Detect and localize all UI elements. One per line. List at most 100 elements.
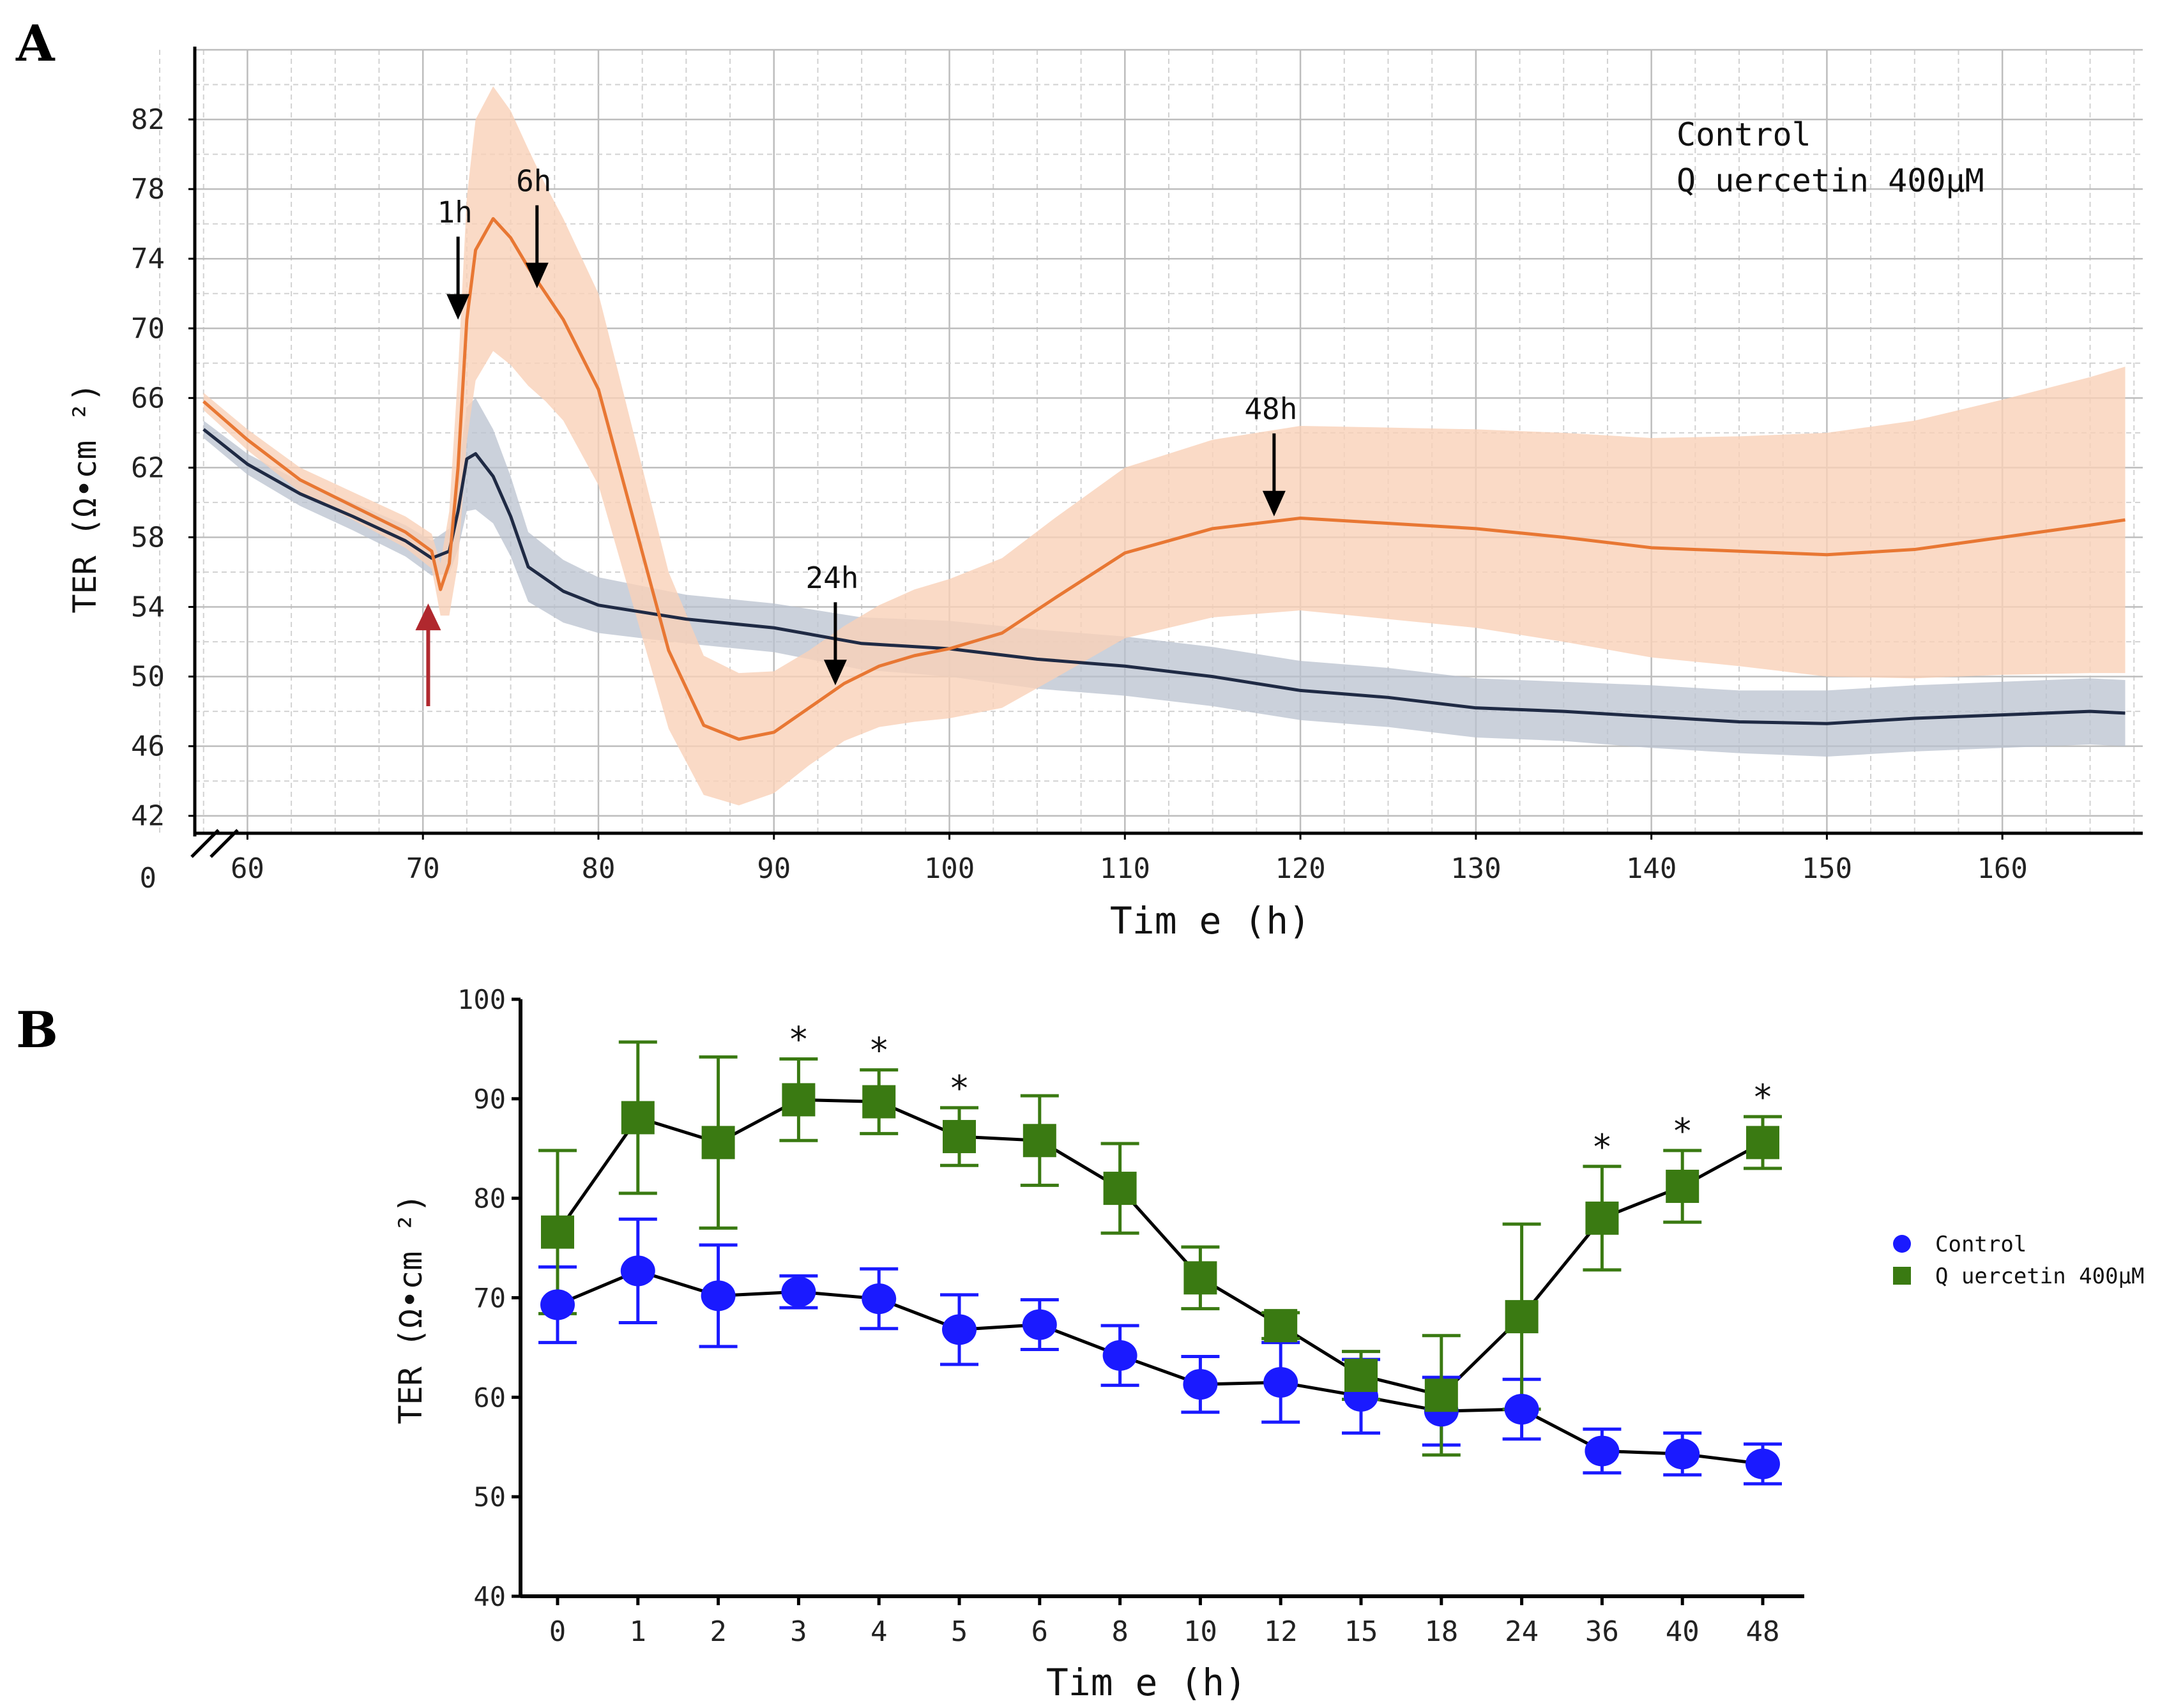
panel-a-series-lines [202,216,2126,741]
panel-b-y-axis-title: TER (Ω•cm ²) [392,1193,429,1424]
x-tick-label: 10 [1183,1615,1217,1648]
significance-star: * [1592,1127,1613,1167]
x-tick-label: 3 [790,1615,807,1648]
x-tick-label: 36 [1585,1615,1619,1648]
y-tick-label: 46 [131,730,165,763]
panel-b-x-tick-labels: 0 1 2 3 4 5 6 8 10 12 15 18 24 36 40 48 [549,1615,1780,1648]
panel-b-x-axis-title: Tim e (h) [1046,1661,1247,1704]
x-tick-label: 48 [1746,1615,1780,1648]
quercetin-connecting-line [556,1098,1764,1397]
quercetin-data-point [943,1120,976,1154]
x-tick-label: 130 [1450,852,1501,885]
control-data-point [862,1283,897,1315]
panel-b-letter: B [16,1001,58,1059]
x-tick-label: 160 [1977,852,2027,885]
control-data-point [1665,1439,1700,1470]
y-tick-label: 50 [473,1481,506,1513]
y-tick-label: 66 [131,382,165,414]
x-tick-label: 70 [406,852,440,885]
control-confidence-band [203,398,2126,757]
panel-b-legend-control-marker [1893,1235,1911,1253]
y-tick-label: 60 [473,1382,506,1413]
x-tick-label: 1 [630,1615,647,1648]
quercetin-data-point [1585,1201,1619,1235]
axis-break-mark [209,829,239,858]
annotation-label: 1h [437,195,472,230]
x-tick-label: 6 [1031,1615,1049,1648]
quercetin-data-point [1746,1126,1779,1160]
significance-star: * [1753,1077,1774,1117]
quercetin-data-point [701,1126,735,1160]
panel-b-legend-quercetin-marker [1893,1267,1911,1285]
panel-a-x-axis-title: Tim e (h) [1110,899,1311,942]
panel-a-legend-quercetin: Q uercetin 400µM [1677,162,1984,199]
panel-b-series-lines [556,1098,1764,1466]
annotation-arrow-head [823,660,847,686]
panel-a-y-axis-title: TER (Ω•cm ²) [66,382,103,613]
panel-a-axis-break-label: 0 [140,862,157,895]
x-tick-label: 0 [549,1615,567,1648]
significance-star: * [788,1020,809,1060]
quercetin-data-point [1023,1124,1056,1158]
annotation-arrow-head [525,262,549,289]
control-data-point [1102,1340,1137,1371]
y-tick-label: 90 [473,1084,506,1115]
y-tick-label: 58 [131,521,165,554]
panel-a-legend-control: Control [1677,116,1811,153]
x-tick-label: 2 [710,1615,727,1648]
control-data-point [942,1314,977,1345]
control-data-point [540,1289,575,1320]
y-tick-label: 70 [131,312,165,345]
control-line [202,428,2126,725]
significance-star: * [949,1068,970,1108]
x-tick-label: 4 [871,1615,888,1648]
y-tick-label: 80 [473,1183,506,1214]
x-tick-label: 5 [951,1615,968,1648]
annotation-arrow-head [446,294,470,320]
quercetin-data-point [782,1083,816,1117]
panel-a-chart: 60 70 80 90 100 110 120 130 140 150 160 42 46 50 54 58… [66,47,2143,942]
control-data-point [1263,1366,1298,1398]
panel-a-annotations: 1h 6h 24h 48h [415,164,1297,706]
y-tick-label: 50 [131,661,165,693]
x-tick-label: 90 [757,852,791,885]
control-data-point [1745,1448,1780,1479]
control-data-point [1585,1435,1620,1467]
annotation-label: 6h [516,164,551,199]
y-tick-label: 54 [131,591,165,624]
panel-b-significance-marks: * * * * * * [788,1020,1773,1167]
y-tick-label: 70 [473,1283,506,1314]
panel-b-error-bars [538,1040,1782,1486]
x-tick-label: 120 [1275,852,1325,885]
quercetin-data-point [1103,1172,1137,1205]
quercetin-data-point [1666,1169,1700,1203]
x-tick-label: 110 [1100,852,1150,885]
x-tick-label: 15 [1344,1615,1378,1648]
x-tick-label: 18 [1424,1615,1458,1648]
x-tick-label: 24 [1505,1615,1539,1648]
annotation-arrow-head [1262,490,1286,517]
control-data-point [1022,1309,1057,1340]
x-tick-label: 140 [1626,852,1677,885]
panel-b-legend-control: Control [1935,1232,2027,1257]
quercetin-data-point [862,1085,896,1119]
annotation-label: 24h [805,561,858,595]
panel-b-chart: 0 1 2 3 4 5 6 8 10 12 15 18 24 36 40 48 405060708090100… [392,984,2145,1704]
annotation-label: 48h [1244,392,1297,427]
y-tick-label: 62 [131,451,165,484]
panel-a-letter: A [15,15,56,73]
significance-star: * [869,1031,890,1071]
significance-star: * [1672,1111,1693,1151]
quercetin-data-point [1505,1300,1539,1334]
panel-a-y-tick-labels: 42 46 50 54 58 62 66 70 74 78 82 [131,103,165,833]
panel-b-y-tick-labels: 40 50 60 70 80 90 100 [457,984,506,1612]
panel-a-x-tick-labels: 60 70 80 90 100 110 120 130 140 150 160 [231,852,2028,885]
quercetin-data-point [621,1101,655,1135]
quercetin-data-point [1264,1309,1298,1343]
y-tick-label: 74 [131,243,165,275]
panel-b-legend-quercetin: Q uercetin 400µM [1935,1264,2145,1289]
y-tick-label: 40 [473,1581,506,1612]
control-data-point [1504,1394,1539,1425]
control-data-point [1183,1369,1218,1400]
